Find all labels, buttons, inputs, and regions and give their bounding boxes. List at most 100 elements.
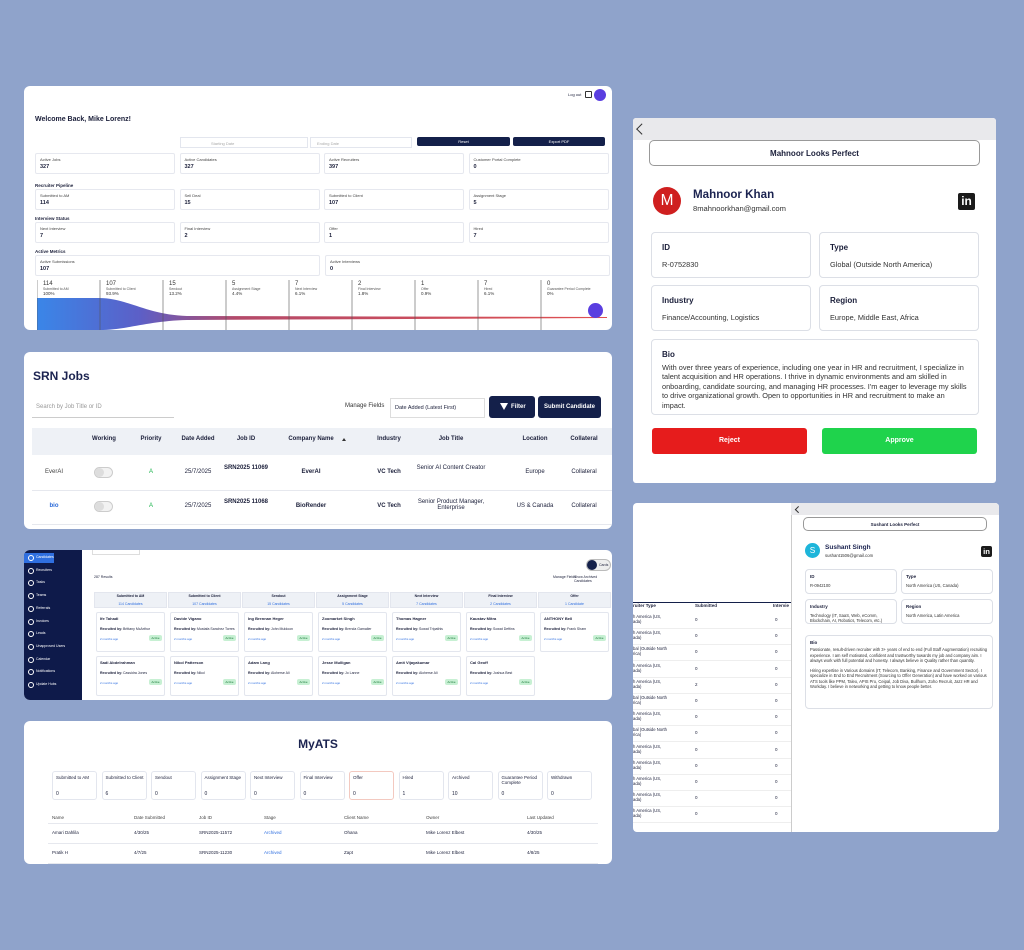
column-header: [538, 592, 611, 608]
row-line: [633, 709, 791, 710]
reject-button[interactable]: Reject: [652, 428, 807, 454]
sidebar-active: [24, 553, 54, 563]
sidebar-item[interactable]: Teams: [36, 593, 47, 598]
column-header: Company Name: [288, 436, 334, 442]
field-box: ID R-0942100: [805, 569, 897, 594]
submit-button[interactable]: Submit Candidate: [538, 396, 601, 418]
sidebar-item[interactable]: Update Hubs: [36, 682, 57, 686]
export-icon: [585, 91, 592, 98]
candidate-card[interactable]: Davide Vigano Recruited by: Mustafa Sanche…: [170, 612, 239, 652]
funnel-label: Sendout: [169, 287, 183, 291]
archived-toggle[interactable]: Show Archived Candidates: [574, 575, 598, 583]
column-header: Owner: [426, 815, 440, 820]
column-header: [316, 592, 389, 608]
linkedin-icon[interactable]: in: [981, 546, 992, 557]
header-button[interactable]: Sushant Looks Perfect: [803, 517, 987, 531]
sort-select[interactable]: Date Added (Latest First): [390, 398, 485, 418]
reset-button[interactable]: Reset: [417, 137, 510, 146]
sidebar-item[interactable]: Notifications: [36, 669, 56, 674]
manage-fields[interactable]: Manage Fields: [553, 575, 576, 579]
avatar[interactable]: [594, 89, 606, 101]
email: sushant1506@gmail.com: [825, 553, 874, 558]
column-title: Assignment Stage: [337, 594, 368, 598]
column-header: Name: [52, 815, 65, 820]
recruited-by: Recruited by:: [174, 627, 197, 631]
candidate-name: Sadi Abdelrahman: [100, 660, 135, 665]
stat-label: Offer: [353, 775, 363, 780]
logout[interactable]: Log out: [568, 92, 582, 97]
chart-button[interactable]: [588, 303, 603, 318]
filter-button[interactable]: Filter: [489, 396, 535, 418]
candidate-card[interactable]: Ife Tahadi Recruited by: Brittany McArthur…: [96, 612, 165, 652]
candidate-card[interactable]: Nikol Patterson Recruited by: Nikol 2 month…: [170, 656, 239, 696]
stat-box: Sendout 0: [151, 771, 196, 800]
manage-fields[interactable]: Manage Fields: [345, 403, 385, 409]
title: SRN Jobs: [33, 369, 90, 383]
cell-company: BioRender: [295, 503, 327, 509]
toggle-knob: [95, 468, 104, 477]
recruiter: Cassidra Jones: [123, 671, 148, 675]
cell-title: Senior Product Manager, Enterprise: [417, 499, 485, 511]
avatar: S: [805, 543, 820, 558]
candidate-card[interactable]: ANTHONY Bell Recruited by: Frank Sharn 2 mo…: [540, 612, 609, 652]
column-header: Intervie: [773, 603, 790, 608]
sidebar-icon: [28, 669, 34, 676]
funnel-value: 7: [295, 281, 299, 287]
start-date[interactable]: Starting Date: [180, 137, 308, 148]
stat-box: Active Jobs 327: [35, 153, 175, 174]
candidate-card[interactable]: Jesse Mulligan Recruited by: Jo Lanne 2 mon…: [318, 656, 387, 696]
bio-box: Bio With over three years of experience, …: [651, 339, 979, 415]
sidebar-item[interactable]: Referrals: [36, 605, 51, 610]
cell-interviews: 0: [775, 811, 778, 817]
time: 2 months ago: [470, 637, 489, 641]
stat-label: Assignment Stage: [473, 193, 506, 198]
sidebar-item[interactable]: Leads: [36, 631, 46, 636]
field-label: Region: [830, 296, 858, 305]
funnel-pct: 6.1%: [484, 291, 495, 296]
recruited-by: Recruited by:: [322, 671, 345, 675]
search-input[interactable]: Search by Job Title or ID: [32, 398, 174, 418]
sidebar-item[interactable]: Recruiters: [36, 567, 52, 572]
cell-collateral: Collateral: [571, 469, 597, 475]
candidate-name: Ife Tahadi: [100, 616, 119, 621]
status-pill: Active: [519, 635, 532, 641]
time: 2 months ago: [396, 681, 415, 685]
row-line: [633, 806, 791, 808]
row-line: [32, 524, 612, 525]
stat-value: 7: [473, 233, 477, 239]
column-header: Last Updated: [527, 815, 554, 820]
candidate-card[interactable]: Amit Vijayakumar Recruited by: Aloherse Al…: [392, 656, 461, 696]
sidebar-item[interactable]: Unapproved Users: [36, 643, 66, 648]
sidebar-item[interactable]: Invoices: [36, 618, 49, 623]
candidate-card[interactable]: Cal Geoff Recruited by: Joshua Best 2 month…: [466, 656, 535, 696]
header-strip: [633, 118, 996, 140]
candidate-card[interactable]: Thomas Hagner Recruited by: Sowat Tripathi…: [392, 612, 461, 652]
cell: Amari Dahlila: [52, 830, 79, 835]
column-title: Submitted to AM: [116, 594, 145, 598]
approve-button[interactable]: Approve: [822, 428, 977, 454]
stat-value: 0: [551, 791, 554, 797]
export-button[interactable]: Export PDF: [513, 137, 605, 146]
field-box: Type Global (Outside North America): [819, 232, 979, 278]
candidate-card[interactable]: Adam Lang Recruited by: Aloherse Ali 2 mont…: [244, 656, 313, 696]
sidebar-item[interactable]: Calendar: [36, 656, 51, 661]
recruited-by: Recruited by:: [100, 671, 123, 675]
time: 2 months ago: [248, 637, 267, 641]
sidebar-item[interactable]: Candidates: [36, 555, 54, 559]
candidate-card[interactable]: Ing Brennan Heger Recruited by: John Muldo…: [244, 612, 313, 652]
candidate-card[interactable]: Kaustav Mitra Recruited by: Sowat Deftins 2…: [466, 612, 535, 652]
linkedin-icon[interactable]: in: [958, 193, 975, 210]
sidebar-icon: [28, 555, 34, 561]
cell-submitted: 0: [695, 617, 698, 622]
candidate-name: Nikol Patterson: [174, 660, 204, 665]
end-date[interactable]: Ending Date: [310, 137, 412, 148]
header-button[interactable]: Mahnoor Looks Perfect: [649, 140, 980, 166]
column-header: [94, 592, 167, 608]
candidate-card[interactable]: Sadi Abdelrahman Recruited by: Cassidra Jo…: [96, 656, 165, 696]
column-header: Job ID: [236, 436, 256, 442]
sidebar-item[interactable]: Tasks: [36, 580, 45, 585]
stat-box: Sell Deal 15: [179, 189, 320, 210]
stat-label: Submitted to AM: [40, 193, 70, 198]
candidate-card[interactable]: Zoomarket Singh Recruited by: Brenda Gamal…: [318, 612, 387, 652]
bio-paragraph: With over three years of experience, inc…: [662, 362, 967, 411]
